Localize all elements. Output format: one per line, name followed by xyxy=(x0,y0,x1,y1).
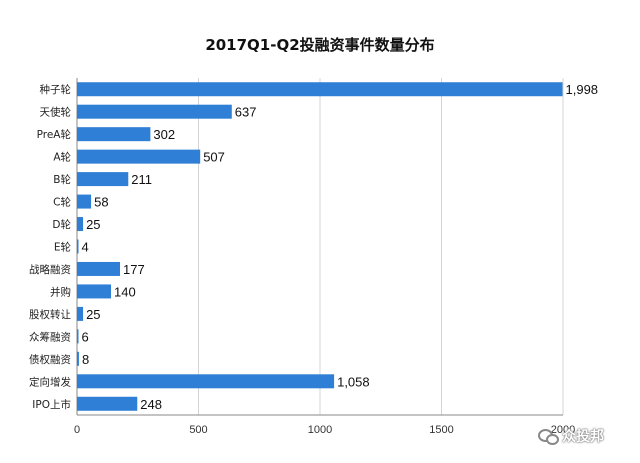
data-label: 1,058 xyxy=(337,374,370,389)
x-tick-label: 0 xyxy=(74,424,80,436)
data-label: 302 xyxy=(153,127,175,142)
data-label: 211 xyxy=(131,172,152,187)
data-label: 4 xyxy=(82,240,89,255)
data-label: 6 xyxy=(82,329,89,344)
x-tick-label: 1500 xyxy=(429,424,453,436)
bar xyxy=(77,306,84,321)
category-label: D轮 xyxy=(52,218,71,231)
data-label: 248 xyxy=(140,397,162,412)
bar xyxy=(77,329,79,344)
category-label: PreA轮 xyxy=(37,128,72,141)
category-label: 债权融资 xyxy=(29,353,71,366)
bar xyxy=(77,374,335,389)
bar xyxy=(77,396,138,411)
category-label: E轮 xyxy=(54,241,72,254)
bar xyxy=(77,127,151,142)
data-label: 140 xyxy=(114,284,136,299)
data-label: 507 xyxy=(203,150,225,165)
bar xyxy=(77,194,92,209)
data-label: 1,998 xyxy=(566,82,599,97)
category-label: A轮 xyxy=(53,151,71,164)
category-label: 并购 xyxy=(50,285,71,298)
data-label: 637 xyxy=(235,105,257,120)
data-label: 25 xyxy=(86,217,100,232)
category-label: IPO上市 xyxy=(32,398,71,411)
data-label: 25 xyxy=(86,307,100,322)
data-label: 177 xyxy=(123,262,145,277)
category-label: 战略融资 xyxy=(29,263,71,276)
category-label: 定向增发 xyxy=(29,375,71,388)
bar xyxy=(77,261,121,276)
category-label: B轮 xyxy=(53,173,71,186)
category-label: 众筹融资 xyxy=(29,330,71,343)
x-tick-label: 1000 xyxy=(308,424,332,436)
watermark: 众投邦 xyxy=(538,426,604,446)
bar xyxy=(77,284,112,299)
data-label: 58 xyxy=(94,195,108,210)
bar xyxy=(77,217,84,232)
category-label: 股权转让 xyxy=(29,308,71,321)
bar xyxy=(77,149,201,164)
wechat-icon xyxy=(538,428,559,445)
category-label: C轮 xyxy=(53,196,71,209)
x-tick-label: 2000 xyxy=(551,424,575,436)
x-tick-label: 500 xyxy=(189,424,207,436)
bar xyxy=(77,239,79,254)
category-label: 天使轮 xyxy=(40,106,72,119)
bar xyxy=(77,82,563,97)
chart-title: 2017Q1-Q2投融资事件数量分布 xyxy=(205,36,435,54)
bar xyxy=(77,351,79,366)
watermark-text: 众投邦 xyxy=(562,429,604,445)
bar xyxy=(77,172,129,187)
bar xyxy=(77,104,232,119)
data-label: 8 xyxy=(82,352,89,367)
category-label: 种子轮 xyxy=(40,83,72,96)
